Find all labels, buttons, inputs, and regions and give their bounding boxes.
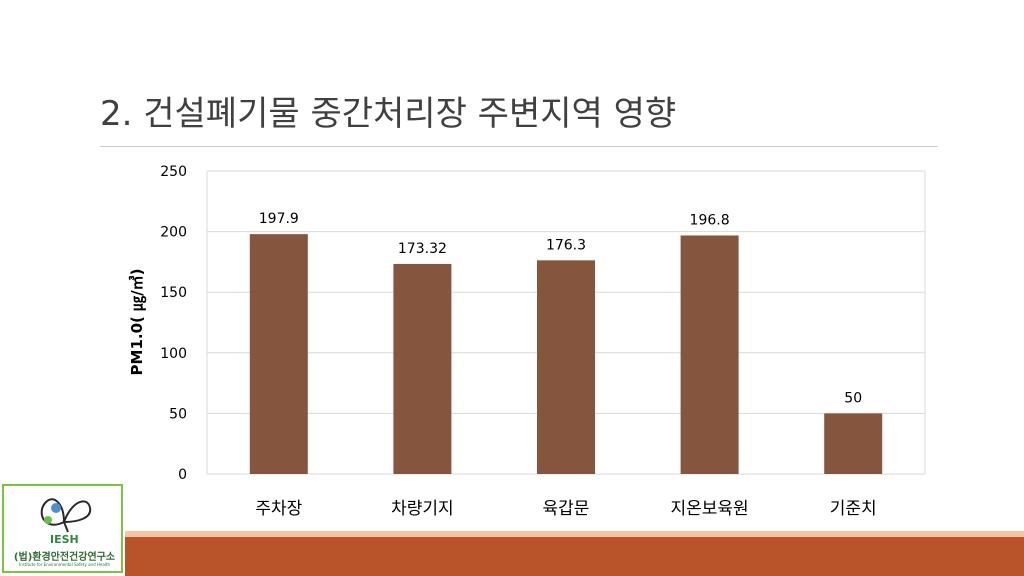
logo-organization-name: (법)환경안전건강연구소	[13, 552, 116, 563]
butterfly-logo-icon	[40, 498, 92, 533]
footer-band-highlight	[125, 531, 1024, 537]
data-label: 50	[844, 390, 862, 406]
logo-organization-subtitle: Institute for Environmental Safety and H…	[18, 562, 111, 567]
data-label: 176.3	[546, 237, 586, 253]
y-tick-label: 50	[169, 406, 187, 422]
bar-chart: 0 50 100 150 200 250 197.9 주차장 173.32 차량기지 176.3 육갑…	[128, 164, 926, 519]
y-tick-label: 0	[178, 467, 187, 483]
top-accent-line	[0, 0, 1024, 4]
data-label: 197.9	[259, 211, 299, 227]
slide-title: 2. 건설폐기물 중간처리장 주변지역 영향	[100, 94, 677, 134]
x-tick-label: 육갑문	[543, 499, 590, 519]
bar	[537, 260, 595, 474]
data-label: 173.32	[398, 241, 447, 257]
y-tick-label: 150	[160, 285, 187, 301]
bar	[680, 235, 739, 474]
y-axis-title: PM1.0( ㎍/㎥)	[128, 269, 147, 376]
y-tick-label: 200	[160, 225, 187, 241]
y-tick-label: 250	[160, 164, 187, 180]
y-tick-label: 100	[160, 346, 187, 362]
bar	[824, 413, 883, 474]
bar	[393, 263, 452, 474]
x-tick-label: 기준치	[830, 499, 877, 519]
organization-logo: IESH (법)환경안전건강연구소 Institute for Environm…	[2, 484, 123, 573]
bar	[249, 234, 308, 474]
x-tick-label: 주차장	[255, 499, 302, 519]
data-label: 196.8	[690, 212, 730, 228]
footer-band	[125, 537, 1024, 576]
title-divider	[100, 146, 938, 147]
logo-abbreviation: IESH	[50, 533, 79, 546]
x-tick-label: 지온보육원	[670, 499, 748, 519]
x-tick-label: 차량기지	[391, 499, 454, 519]
